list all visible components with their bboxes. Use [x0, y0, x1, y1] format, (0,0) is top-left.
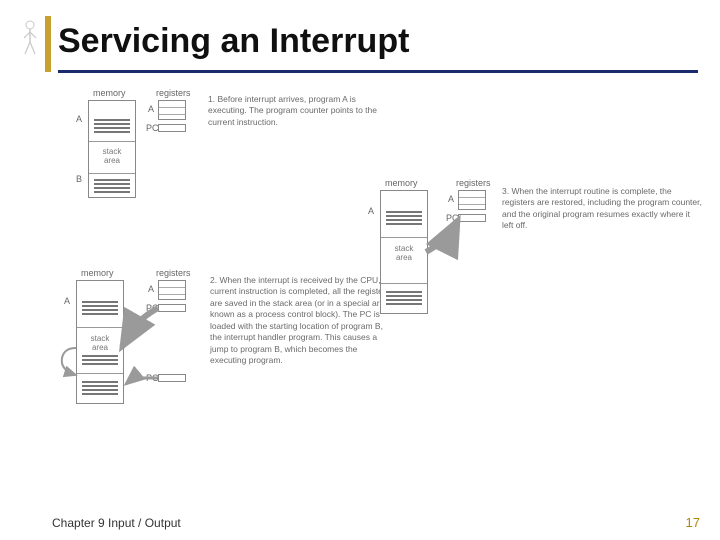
page-number: 17	[686, 515, 700, 530]
memory-box-1: stackarea	[88, 100, 136, 198]
caption-step-3: 3. When the interrupt routine is complet…	[502, 186, 702, 232]
caption-step-2: 2. When the interrupt is received by the…	[210, 275, 395, 367]
register-box-1	[158, 100, 186, 120]
label-memory: memory	[93, 88, 126, 98]
title-accent-bar	[45, 16, 51, 72]
pc-box-1	[158, 124, 186, 132]
panel-step-1: memory registers stackarea A B A PC 1. B…	[70, 90, 400, 200]
pc-label-1: PC	[146, 123, 159, 133]
arrow-stack-to-regs	[370, 180, 510, 280]
stack-area-label: stackarea	[89, 148, 135, 166]
title-underline	[58, 70, 698, 73]
reg-A-label: A	[148, 104, 154, 114]
slide: Servicing an Interrupt memory registers …	[0, 0, 720, 540]
mascot-illustration	[22, 20, 38, 56]
footer-chapter: Chapter 9 Input / Output	[52, 516, 181, 530]
slide-title: Servicing an Interrupt	[58, 22, 409, 61]
label-B: B	[76, 174, 82, 184]
caption-step-1: 1. Before interrupt arrives, program A i…	[208, 94, 393, 128]
arrow-regs-to-stack	[50, 270, 210, 420]
label-A: A	[76, 114, 82, 124]
label-registers: registers	[156, 88, 191, 98]
panel-step-3: memory registers stackarea A A PC	[370, 180, 710, 340]
